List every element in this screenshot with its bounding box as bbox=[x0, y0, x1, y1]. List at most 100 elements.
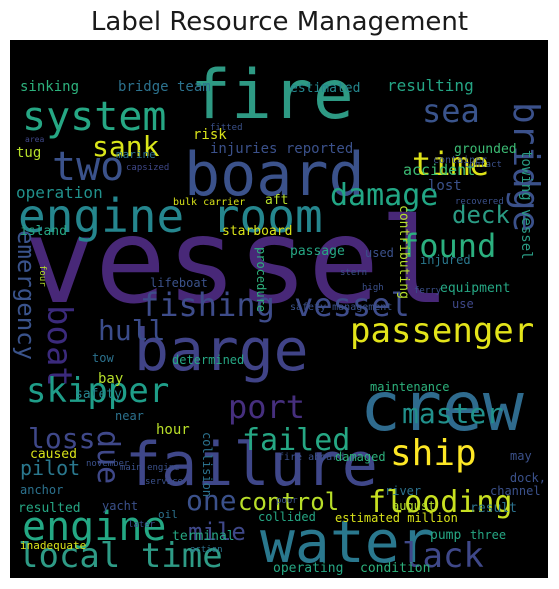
word-due: due bbox=[90, 430, 125, 484]
word-found: found bbox=[400, 227, 496, 265]
word-channel: channel bbox=[490, 484, 541, 498]
word-fire: fire bbox=[190, 56, 354, 135]
word-determined: determined bbox=[172, 353, 244, 367]
word-pilot: pilot bbox=[20, 456, 80, 480]
word-system: system bbox=[22, 94, 167, 140]
word-maintenance: maintenance bbox=[370, 380, 449, 394]
word-service: service bbox=[145, 477, 183, 487]
word-water: water bbox=[260, 508, 435, 576]
word-capsized: capsized bbox=[126, 163, 169, 173]
word-passenger: passenger bbox=[350, 311, 534, 351]
word-three: three bbox=[470, 528, 506, 542]
word-high: high bbox=[362, 283, 384, 293]
word-bridge: bridge bbox=[505, 102, 546, 232]
word-bulk-carrier: bulk carrier bbox=[173, 197, 245, 208]
word-grounded: grounded bbox=[454, 142, 517, 157]
word-deck: deck bbox=[452, 201, 510, 229]
word-emergency: emergency bbox=[12, 230, 40, 360]
word-operating: operating bbox=[273, 561, 343, 576]
word-august: august bbox=[392, 499, 435, 513]
word-safety: safety bbox=[75, 387, 122, 402]
word-condition: condition bbox=[360, 561, 430, 576]
word-result: result bbox=[470, 501, 517, 516]
word-damaged: damaged bbox=[335, 450, 386, 464]
word-sank: sank bbox=[92, 130, 160, 163]
word-sea: sea bbox=[422, 92, 480, 130]
word-barge: barge bbox=[134, 316, 309, 384]
word-resulted: resulted bbox=[18, 501, 81, 516]
word-bridge-team: bridge team bbox=[118, 79, 211, 95]
word-collided: collided bbox=[258, 510, 316, 524]
word-used: used bbox=[365, 246, 394, 260]
word-control: control bbox=[238, 488, 339, 516]
word-contributing: contributing bbox=[396, 205, 411, 299]
word-container: container bbox=[433, 155, 487, 166]
word-engine-room: engine room bbox=[18, 189, 323, 243]
word-fire-aboard: fire aboard bbox=[278, 452, 344, 463]
word-passage: passage bbox=[290, 244, 345, 259]
word-time: time bbox=[412, 145, 489, 183]
word-contact: contact bbox=[464, 160, 502, 170]
word-failed: failed bbox=[242, 423, 350, 458]
word-fitted: fitted bbox=[210, 123, 243, 133]
word-tug: tug bbox=[16, 145, 41, 161]
word-starboard: starboard bbox=[222, 224, 292, 239]
word-board: board bbox=[184, 140, 365, 210]
word-fishing-vessel: fishing vessel bbox=[140, 286, 410, 324]
word-collision: collision bbox=[200, 432, 214, 497]
word-later: later bbox=[128, 520, 156, 530]
word-vessel: vessel bbox=[24, 192, 450, 330]
word-two: two bbox=[52, 144, 124, 190]
word-estimated-million: estimated million bbox=[335, 511, 458, 525]
word-mile: mile bbox=[188, 518, 246, 546]
word-boat: boat bbox=[39, 305, 79, 387]
word-one: one bbox=[186, 484, 237, 517]
word-marine: marine bbox=[116, 148, 156, 161]
word-failure: failure bbox=[125, 430, 378, 500]
word-flooding: flooding bbox=[368, 485, 513, 520]
word-caused: caused bbox=[30, 447, 77, 462]
word-stern: stern bbox=[340, 268, 367, 278]
word-aft: aft bbox=[265, 193, 288, 208]
word-master: master bbox=[402, 397, 503, 430]
word-pump: pump bbox=[430, 528, 461, 543]
word-four: four bbox=[37, 265, 47, 287]
word-towing-vessel: towing vessel bbox=[518, 150, 534, 260]
word-river: river bbox=[385, 484, 421, 498]
word-dock: dock, bbox=[510, 471, 546, 485]
word-near: near bbox=[115, 409, 144, 423]
word-lack: lack bbox=[402, 536, 484, 576]
word-yacht: yacht bbox=[102, 499, 138, 513]
word-risk: risk bbox=[193, 127, 227, 143]
word-tow: tow bbox=[92, 351, 114, 365]
word-may: may bbox=[510, 449, 532, 463]
word-hull: hull bbox=[98, 314, 165, 347]
word-inadequate: inadequate bbox=[20, 539, 86, 552]
word-operation: operation bbox=[16, 183, 103, 202]
word-recovered: recovered bbox=[455, 197, 504, 207]
word-bay: bay bbox=[98, 371, 123, 387]
word-area: area bbox=[25, 135, 44, 144]
word-hour: hour bbox=[156, 422, 190, 438]
word-loss: loss bbox=[28, 422, 95, 455]
word-anchor: anchor bbox=[20, 483, 63, 497]
word-lost: lost bbox=[428, 178, 462, 194]
word-november: november bbox=[86, 459, 130, 469]
word-use: use bbox=[452, 297, 474, 311]
word-accident: accident bbox=[403, 161, 475, 179]
word-ship: ship bbox=[390, 433, 477, 474]
word-crew: crew bbox=[360, 368, 524, 447]
word-action: action bbox=[190, 545, 223, 555]
word-ferry: ferry bbox=[414, 286, 442, 296]
word-skipper: skipper bbox=[26, 371, 169, 411]
word-main-engine: main engine bbox=[120, 463, 180, 473]
word-safety-management: safety management bbox=[290, 302, 392, 313]
word-estimated: estimated bbox=[290, 81, 360, 96]
word-oil: oil bbox=[158, 508, 178, 521]
word-injured: injured bbox=[420, 253, 471, 267]
figure-title: Label Resource Management bbox=[90, 7, 469, 37]
word-island: island bbox=[20, 224, 67, 239]
word-port: port bbox=[228, 388, 305, 426]
